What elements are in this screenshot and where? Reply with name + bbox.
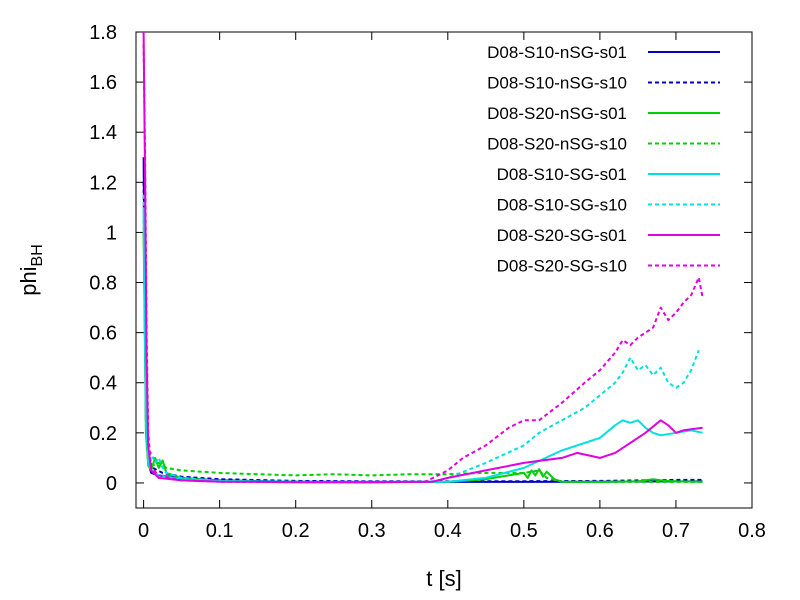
y-tick-label: 1.8 xyxy=(89,22,117,44)
x-tick-label: 0.8 xyxy=(738,520,766,542)
legend-label: D08-S20-SG-s10 xyxy=(497,257,627,276)
legend-label: D08-S20-nSG-s10 xyxy=(487,135,627,154)
series-line-D08-S20-SG-s01 xyxy=(142,31,703,484)
x-axis: 0 0.1 0.2 0.3 0.4 0.5 0.6 0.7 0.8 xyxy=(138,32,766,542)
y-tick-label: 0 xyxy=(106,473,117,495)
plot-frame xyxy=(135,31,753,509)
legend-label: D08-S20-nSG-s01 xyxy=(487,104,627,123)
series-line-D08-S20-nSG-s01 xyxy=(142,232,703,484)
x-tick-label: 0.7 xyxy=(662,520,690,542)
y-tick-label: 1 xyxy=(106,222,117,244)
series-line-D08-S10-SG-s10 xyxy=(142,194,700,484)
y-tick-label: 0.2 xyxy=(89,423,117,445)
y-tick-label: 1.4 xyxy=(89,122,117,144)
x-axis-label: t [s] xyxy=(426,566,461,591)
series-line-D08-S20-nSG-s10 xyxy=(142,219,703,483)
y-tick-label: 0.8 xyxy=(89,273,117,295)
y-axis-label-base: phi xyxy=(16,266,41,295)
legend-label: D08-S10-nSG-s01 xyxy=(487,43,627,62)
x-tick-label: 0.4 xyxy=(434,520,462,542)
x-tick-label: 0 xyxy=(138,520,149,542)
y-axis: 0 0.2 0.4 0.6 0.8 1 1.2 1.4 1.6 1.8 xyxy=(89,22,752,495)
legend-label: D08-S10-SG-s01 xyxy=(497,165,627,184)
y-tick-label: 1.2 xyxy=(89,172,117,194)
y-tick-label: 1.6 xyxy=(89,72,117,94)
series-layer xyxy=(142,31,704,484)
legend: D08-S10-nSG-s01 D08-S10-nSG-s10 D08-S20-nS… xyxy=(487,43,720,276)
x-tick-label: 0.6 xyxy=(586,520,614,542)
y-axis-label: phiBH xyxy=(16,244,46,296)
legend-label: D08-S20-SG-s01 xyxy=(497,226,627,245)
series-line-D08-S10-SG-s01 xyxy=(142,207,703,484)
x-tick-label: 0.5 xyxy=(510,520,538,542)
series-line-D08-S20-SG-s10 xyxy=(142,44,704,484)
y-tick-label: 0.4 xyxy=(89,373,117,395)
x-tick-label: 0.2 xyxy=(282,520,310,542)
legend-label: D08-S10-SG-s10 xyxy=(497,196,627,215)
x-tick-label: 0.3 xyxy=(358,520,386,542)
y-tick-label: 0.6 xyxy=(89,323,117,345)
x-tick-label: 0.1 xyxy=(206,520,234,542)
y-axis-label-subscript: BH xyxy=(29,244,46,266)
legend-label: D08-S10-nSG-s10 xyxy=(487,74,627,93)
